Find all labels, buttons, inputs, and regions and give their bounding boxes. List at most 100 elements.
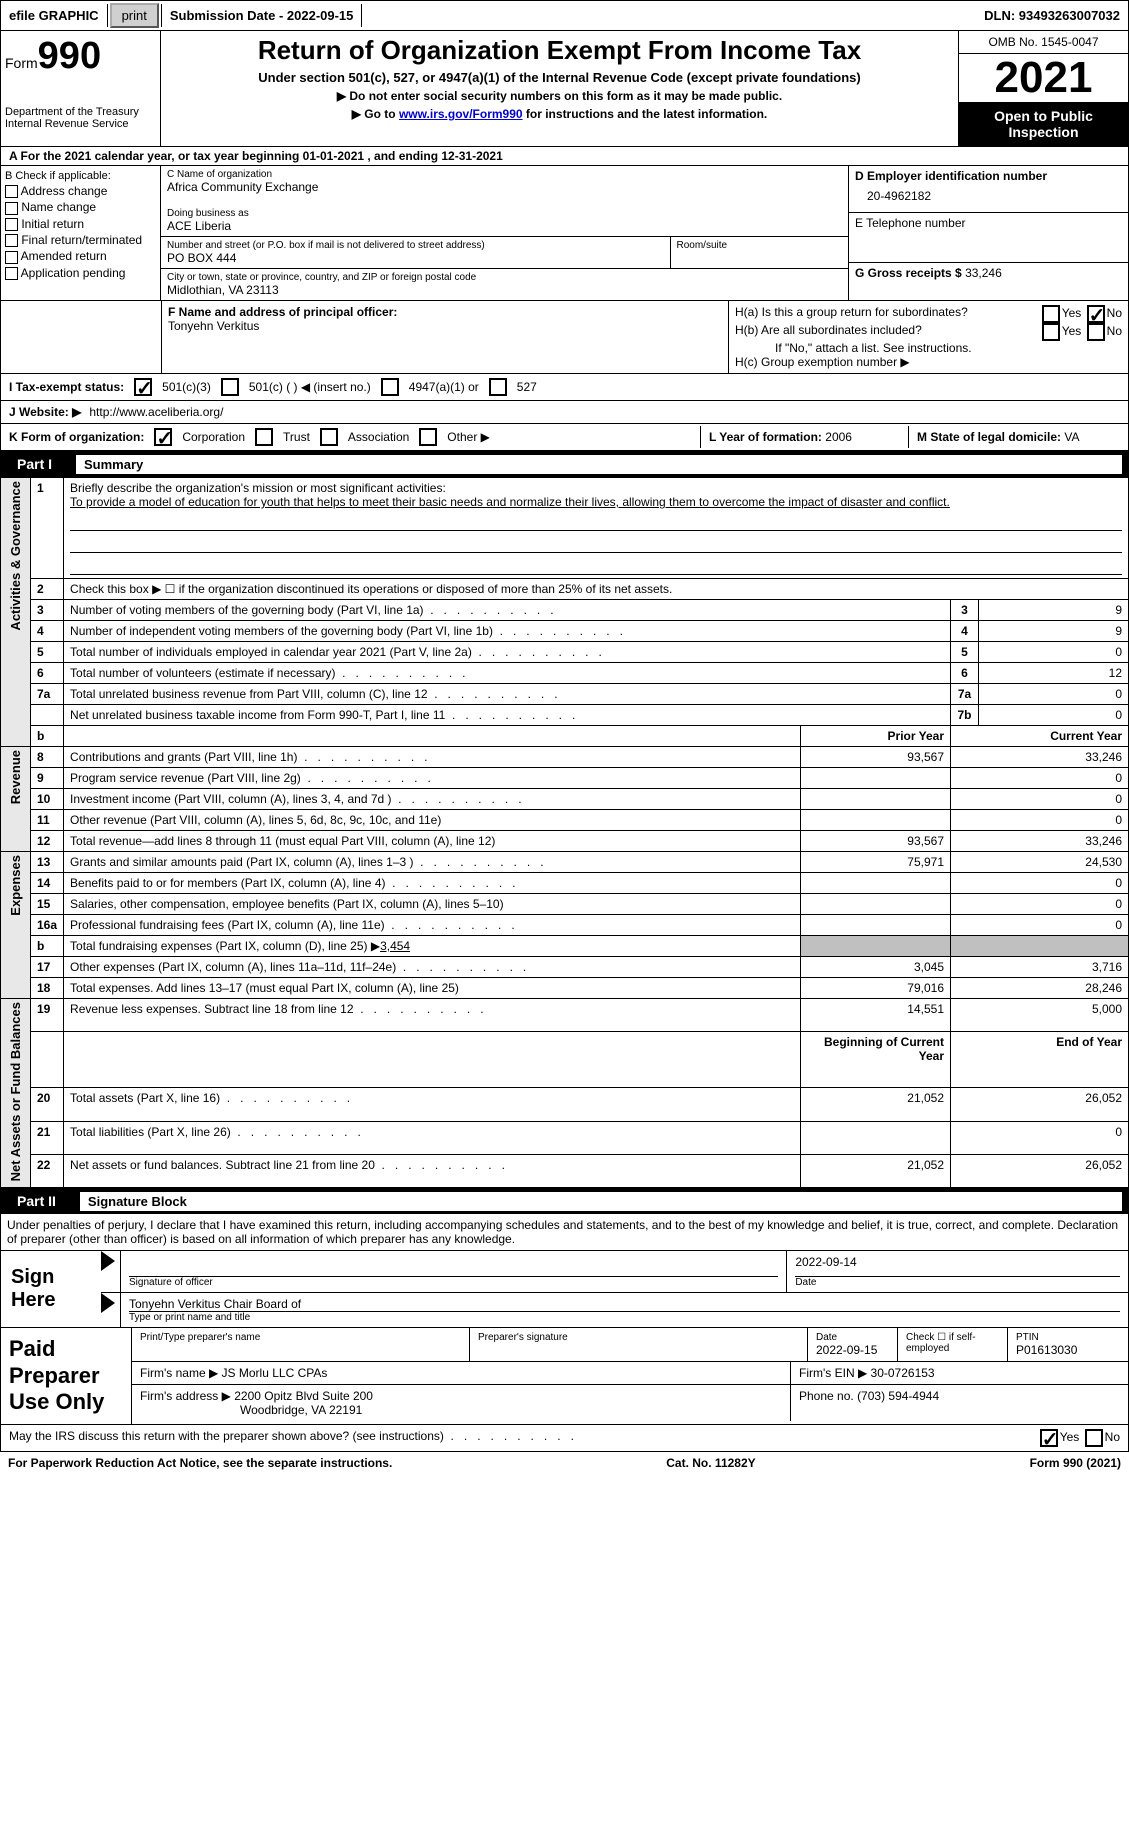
submission-date: Submission Date - 2022-09-15: [161, 4, 363, 27]
box-f: F Name and address of principal officer:…: [161, 301, 728, 373]
box-b: B Check if applicable: Address change Na…: [1, 166, 161, 300]
chk-app[interactable]: Application pending: [5, 266, 156, 280]
box-h: H(a) Is this a group return for subordin…: [728, 301, 1128, 373]
org-name: Africa Community Exchange: [167, 180, 842, 194]
org-name-cell: C Name of organization Africa Community …: [161, 166, 848, 237]
street-label: Number and street (or P.O. box if mail i…: [167, 240, 664, 251]
mission-text: To provide a model of education for yout…: [70, 495, 950, 509]
officer-name: Tonyehn Verkitus: [168, 319, 259, 333]
part1-header: Part I Summary: [0, 451, 1129, 477]
firm-addr1: 2200 Opitz Blvd Suite 200: [234, 1389, 373, 1403]
instr-1: ▶ Do not enter social security numbers o…: [165, 89, 954, 103]
street-cell: Number and street (or P.O. box if mail i…: [161, 237, 848, 269]
box-j: J Website: ▶ http://www.aceliberia.org/: [0, 401, 1129, 424]
chk-assoc[interactable]: [320, 428, 338, 446]
chk-4947[interactable]: [381, 378, 399, 396]
part2-header: Part II Signature Block: [0, 1188, 1129, 1214]
ha-options: Yes No: [1040, 305, 1122, 323]
box-l: L Year of formation: 2006: [700, 426, 900, 448]
instr-2: ▶ Go to www.irs.gov/Form990 for instruct…: [165, 107, 954, 121]
open-public: Open to Public Inspection: [959, 102, 1128, 146]
firm-phone: (703) 594-4944: [857, 1389, 939, 1403]
hb-note: If "No," attach a list. See instructions…: [735, 341, 1122, 355]
form-header: Form990 Department of the Treasury Inter…: [0, 31, 1129, 147]
side-expenses: Expenses: [1, 852, 31, 999]
part2-title: Signature Block: [80, 1192, 1122, 1211]
line-1: Briefly describe the organization's miss…: [64, 478, 1129, 579]
dba-label: Doing business as: [167, 208, 842, 219]
tel-cell: E Telephone number: [849, 213, 1128, 263]
sign-name-label: Type or print name and title: [129, 1312, 1120, 1323]
cat-number: Cat. No. 11282Y: [666, 1456, 755, 1470]
k-label: K Form of organization:: [9, 430, 144, 444]
ein-val: 20-4962182: [855, 183, 1122, 209]
dba-name: ACE Liberia: [167, 219, 842, 233]
hb-no[interactable]: [1087, 323, 1105, 341]
chk-corp[interactable]: [154, 428, 172, 446]
sign-date: 2022-09-14: [795, 1255, 1120, 1277]
form-num: 990: [38, 35, 101, 77]
ha-no[interactable]: [1087, 305, 1105, 323]
dept-label: Department of the Treasury Internal Reve…: [5, 106, 156, 130]
hb-options: Yes No: [1040, 323, 1122, 341]
ein-cell: D Employer identification number 20-4962…: [849, 166, 1128, 213]
ha-yes[interactable]: [1042, 305, 1060, 323]
tax-year: 2021: [959, 54, 1128, 102]
discuss-no[interactable]: [1085, 1429, 1103, 1447]
sign-date-label: Date: [795, 1277, 1120, 1288]
chk-other[interactable]: [419, 428, 437, 446]
instr2-post: for instructions and the latest informat…: [523, 107, 768, 121]
gross-val: 33,246: [965, 266, 1002, 280]
efile-label: efile GRAPHIC: [1, 4, 108, 27]
chk-amended[interactable]: Amended return: [5, 249, 156, 263]
ha-label: H(a) Is this a group return for subordin…: [735, 305, 968, 323]
chk-name[interactable]: Name change: [5, 200, 156, 214]
form-ref: Form 990 (2021): [1030, 1456, 1121, 1470]
paperwork-notice: For Paperwork Reduction Act Notice, see …: [8, 1456, 392, 1470]
city-label: City or town, state or province, country…: [167, 272, 842, 283]
box-m: M State of legal domicile: VA: [908, 426, 1128, 448]
dln: DLN: 93493263007032: [976, 4, 1128, 27]
declaration: Under penalties of perjury, I declare th…: [0, 1214, 1129, 1251]
discuss-row: May the IRS discuss this return with the…: [0, 1425, 1129, 1452]
chk-address[interactable]: Address change: [5, 184, 156, 198]
chk-final[interactable]: Final return/terminated: [5, 233, 156, 247]
chk-initial[interactable]: Initial return: [5, 217, 156, 231]
hb-yes[interactable]: [1042, 323, 1060, 341]
spacer: [1, 301, 161, 373]
box-f-label: F Name and address of principal officer:: [168, 305, 397, 319]
box-d: D Employer identification number 20-4962…: [848, 166, 1128, 300]
summary-table: Activities & Governance 1 Briefly descri…: [0, 477, 1129, 1188]
box-k: K Form of organization: Corporation Trus…: [1, 424, 692, 450]
top-bar: efile GRAPHIC print Submission Date - 20…: [0, 0, 1129, 31]
ein-label: D Employer identification number: [855, 169, 1122, 183]
print-button[interactable]: print: [110, 3, 159, 28]
hb-label: H(b) Are all subordinates included?: [735, 323, 922, 341]
header-left: Form990 Department of the Treasury Inter…: [1, 31, 161, 146]
box-b-label: B Check if applicable:: [5, 170, 156, 182]
sign-name: Tonyehn Verkitus Chair Board of: [129, 1297, 1120, 1312]
section-a: A For the 2021 calendar year, or tax yea…: [0, 147, 1129, 166]
chk-501c3[interactable]: [134, 378, 152, 396]
firm-name: JS Morlu LLC CPAs: [222, 1366, 328, 1380]
gross-label: G Gross receipts $: [855, 266, 962, 280]
tel-label: E Telephone number: [855, 216, 1122, 230]
part1-title: Summary: [76, 455, 1122, 474]
j-label: J Website: ▶: [9, 405, 81, 419]
paid-preparer: Paid Preparer Use Only Print/Type prepar…: [0, 1328, 1129, 1424]
discuss-yes[interactable]: [1040, 1429, 1058, 1447]
side-revenue: Revenue: [1, 747, 31, 852]
org-name-label: C Name of organization: [167, 169, 842, 180]
room-cell: Room/suite: [671, 237, 849, 268]
arrow-icon: [101, 1293, 115, 1313]
side-governance: Activities & Governance: [1, 478, 31, 747]
chk-527[interactable]: [489, 378, 507, 396]
chk-trust[interactable]: [255, 428, 273, 446]
sign-here: Sign Here Signature of officer 2022-09-1…: [0, 1251, 1129, 1328]
firm-addr2: Woodbridge, VA 22191: [140, 1403, 362, 1417]
street-val: PO BOX 444: [167, 251, 664, 265]
irs-link[interactable]: www.irs.gov/Form990: [399, 107, 523, 121]
box-klm: K Form of organization: Corporation Trus…: [0, 424, 1129, 451]
sign-label: Sign Here: [1, 1251, 101, 1327]
chk-501c[interactable]: [221, 378, 239, 396]
